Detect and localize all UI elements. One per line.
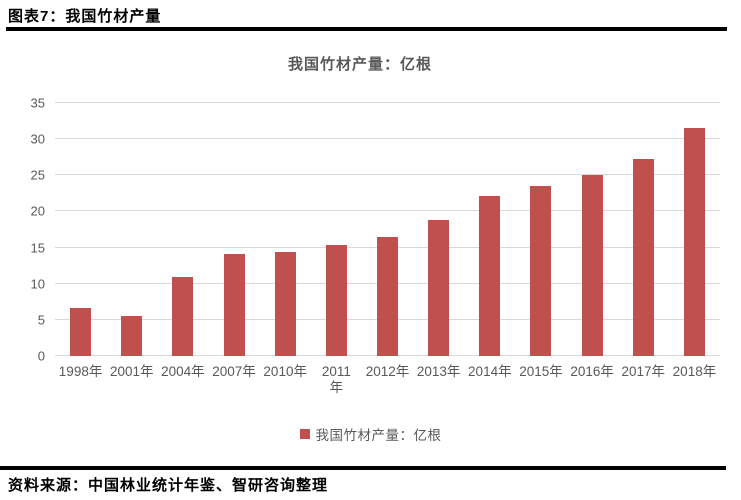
- bar-2016年: [581, 174, 603, 356]
- y-tick-label: 15: [30, 240, 45, 256]
- bar-2014年: [479, 195, 501, 356]
- x-tick-label: 2015年: [519, 364, 563, 379]
- x-tick-label: 2010年: [263, 364, 307, 379]
- y-tick-label: 10: [30, 276, 45, 292]
- x-tick-label: 2016年: [570, 364, 614, 379]
- gridline: [55, 210, 720, 212]
- bar-category: [515, 103, 566, 356]
- top-divider: [6, 27, 727, 31]
- x-tick-label: 2018年: [672, 364, 717, 379]
- x-tick-label: 2004年: [161, 364, 205, 379]
- y-tick-label: 20: [30, 203, 45, 219]
- bar-2015年: [530, 186, 552, 356]
- legend: 我国竹材产量：亿根: [0, 424, 741, 444]
- y-tick-label: 25: [30, 167, 45, 183]
- bar-1998年: [70, 307, 92, 356]
- bar-2013年: [428, 220, 450, 356]
- bar-2012年: [377, 237, 399, 356]
- x-tick-label: 2007年: [212, 364, 256, 379]
- bar-2011年: [325, 244, 347, 356]
- legend-label: 我国竹材产量：亿根: [315, 428, 442, 443]
- bar-2017年: [632, 159, 654, 356]
- x-tick-label: 1998年: [58, 364, 103, 379]
- bottom-divider: [0, 466, 726, 470]
- bar-category: [208, 103, 259, 356]
- plot-area: 0 5 10 15 20 25 30 35: [31, 97, 720, 363]
- gridline: [55, 102, 720, 103]
- source-note: 资料来源：中国林业统计年鉴、智研咨询整理: [8, 477, 329, 494]
- bar-category: [413, 103, 464, 356]
- bar-category: [311, 103, 362, 356]
- x-tick-label: 2012年: [365, 364, 410, 379]
- bar-2018年: [683, 127, 705, 356]
- chart-title: 我国竹材产量：亿根: [287, 56, 432, 73]
- gridline: [55, 138, 720, 140]
- figure-label: 图表7：我国竹材产量: [8, 8, 162, 25]
- bar-category: [567, 103, 618, 356]
- bar-category: [260, 103, 311, 356]
- bar-2010年: [274, 251, 296, 356]
- bar-category: [362, 103, 413, 356]
- gridline: [55, 174, 720, 176]
- bars-row: [55, 103, 720, 356]
- x-tick-label: 2017年: [621, 364, 666, 379]
- y-tick-label: 0: [37, 348, 45, 364]
- x-axis-labels: 1998年 2001年 2004年 2007年 2010年 2011 年 2012年 2013…: [55, 364, 720, 396]
- legend-swatch-icon: [299, 429, 310, 439]
- y-tick-label: 5: [37, 312, 45, 328]
- y-tick-label: 35: [30, 95, 45, 111]
- bar-2007年: [223, 254, 245, 356]
- x-tick-label: 2014年: [468, 364, 512, 379]
- x-tick-label: 2011 年: [321, 364, 351, 396]
- bar-category: [106, 103, 157, 356]
- x-tick-label: 2001年: [109, 364, 154, 379]
- bar-category: [464, 103, 515, 356]
- bar-category: [55, 103, 106, 356]
- bar-category: [157, 103, 208, 356]
- bar-category: [618, 103, 669, 356]
- y-tick-label: 30: [30, 131, 45, 147]
- x-tick-label: 2013年: [416, 364, 461, 379]
- bar-2004年: [172, 276, 194, 356]
- bar-2001年: [121, 315, 143, 356]
- bar-category: [669, 103, 720, 356]
